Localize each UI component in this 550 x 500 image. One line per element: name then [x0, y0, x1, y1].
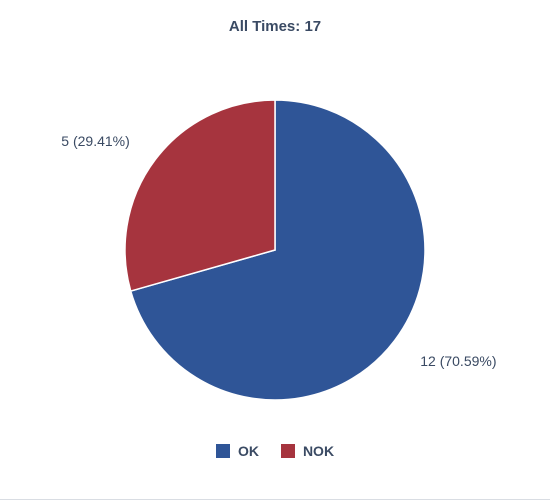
legend: OK NOK [0, 435, 550, 459]
legend-label-nok: NOK [303, 443, 334, 459]
legend-label-ok: OK [238, 443, 259, 459]
pie-chart: 12 (70.59%) 5 (29.41%) [0, 35, 550, 435]
legend-swatch-nok [281, 444, 295, 458]
legend-swatch-ok [216, 444, 230, 458]
legend-item-ok: OK [216, 443, 259, 459]
chart-title: All Times: 17 [0, 0, 550, 35]
pie-svg [0, 35, 550, 435]
legend-item-nok: NOK [281, 443, 334, 459]
slice-label-ok: 12 (70.59%) [420, 353, 496, 369]
slice-label-nok: 5 (29.41%) [61, 133, 129, 149]
